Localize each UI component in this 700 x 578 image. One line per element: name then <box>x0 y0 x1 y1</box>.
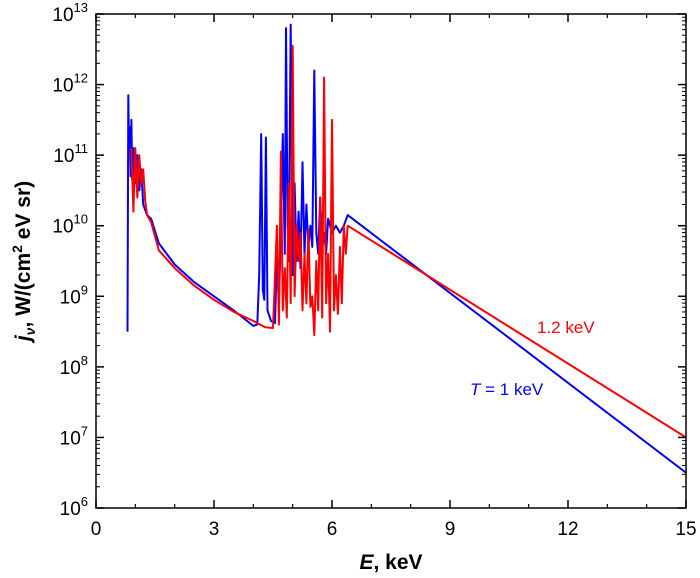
y-tick-exponent: 9 <box>81 282 88 297</box>
y-tick-label: 108 <box>60 353 88 379</box>
series-label-red: 1.2 keV <box>537 318 595 337</box>
y-tick-exponent: 12 <box>74 71 88 86</box>
y-tick-label: 1013 <box>52 0 88 26</box>
y-tick-base: 10 <box>60 499 81 520</box>
series-label-blue-var: T <box>470 380 482 399</box>
x-axis-title: E, keV <box>359 551 422 574</box>
y-tick-exponent: 7 <box>81 423 88 438</box>
y-axis-variable: j <box>12 334 35 344</box>
y-tick-exponent: 13 <box>74 0 88 15</box>
y-tick-exponent: 10 <box>74 212 88 227</box>
y-tick-label: 1012 <box>52 71 88 97</box>
y-tick-label: 107 <box>60 423 88 449</box>
y-axis-superscript: 2 <box>9 245 25 253</box>
y-tick-exponent: 8 <box>81 353 88 368</box>
y-tick-label: 1011 <box>53 141 88 167</box>
y-tick-base: 10 <box>53 146 74 167</box>
series-line-blue <box>126 23 686 474</box>
y-tick-exponent: 6 <box>81 494 88 509</box>
y-axis-unit-b: eV sr) <box>12 181 35 245</box>
y-axis-title: jν, W/(cm2 eV sr) <box>9 181 38 344</box>
y-tick-base: 10 <box>52 217 73 238</box>
series-line-red <box>130 44 686 439</box>
y-tick-base: 10 <box>52 76 73 97</box>
y-axis-subscript: ν <box>22 327 38 335</box>
series-label-blue-text: = 1 keV <box>480 380 544 399</box>
y-tick-base: 10 <box>60 287 81 308</box>
ticks-layer <box>95 13 687 509</box>
x-axis-unit: , keV <box>373 551 422 574</box>
series-label-red-text: 1.2 keV <box>537 318 595 337</box>
y-tick-label: 109 <box>60 282 88 308</box>
series-layer <box>126 23 686 474</box>
x-tick-label: 15 <box>675 519 696 540</box>
y-tick-base: 10 <box>60 358 81 379</box>
y-tick-label: 1010 <box>52 212 88 238</box>
x-tick-label: 6 <box>327 519 338 540</box>
x-tick-label: 12 <box>557 519 578 540</box>
y-axis-unit-a: , W/(cm <box>12 253 35 328</box>
plot-frame <box>95 13 687 509</box>
x-tick-label: 9 <box>445 519 456 540</box>
series-label-blue: T = 1 keV <box>470 380 544 399</box>
x-tick-label: 0 <box>91 519 102 540</box>
y-tick-base: 10 <box>52 5 73 26</box>
y-tick-base: 10 <box>60 428 81 449</box>
y-tick-label: 106 <box>60 494 88 520</box>
x-tick-label: 3 <box>209 519 220 540</box>
y-tick-exponent: 11 <box>75 141 89 156</box>
x-axis-variable: E <box>359 551 374 574</box>
